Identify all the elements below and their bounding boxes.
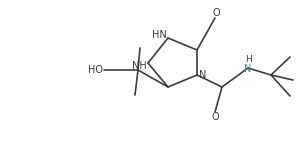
Text: H: H bbox=[245, 55, 251, 64]
Text: HN: HN bbox=[152, 30, 167, 40]
Text: O: O bbox=[212, 8, 220, 18]
Text: NH: NH bbox=[132, 61, 147, 71]
Text: HO: HO bbox=[88, 65, 103, 75]
Text: N: N bbox=[244, 64, 252, 74]
Text: O: O bbox=[211, 112, 219, 122]
Text: N: N bbox=[199, 70, 206, 80]
